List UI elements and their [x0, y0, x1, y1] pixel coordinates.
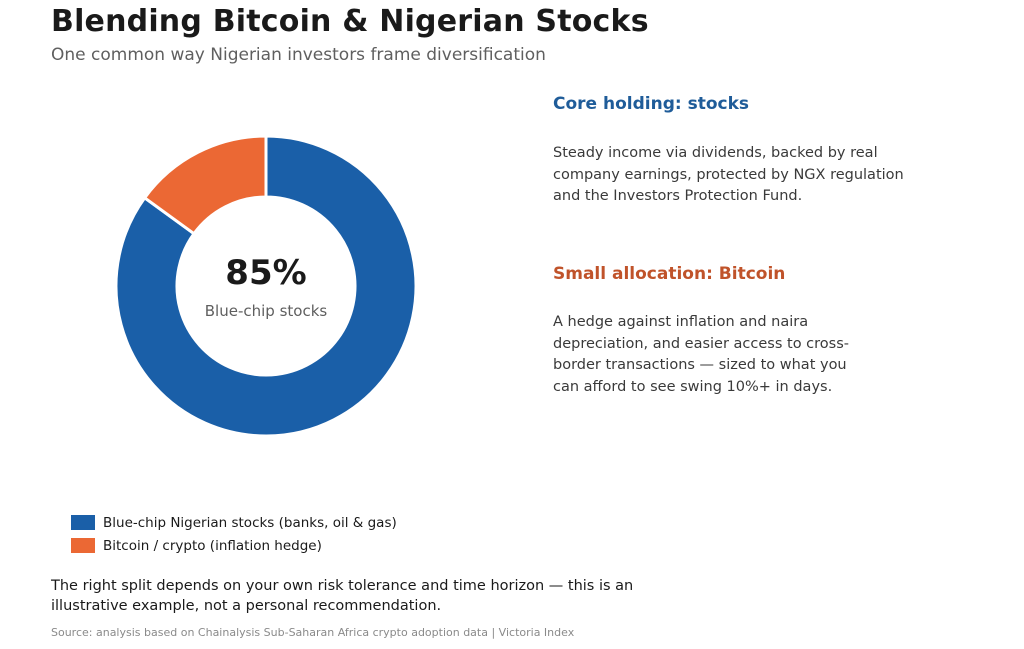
donut-chart: 85% Blue-chip stocks: [114, 134, 418, 438]
donut-center-value: 85%: [225, 253, 306, 293]
legend-label-bitcoin: Bitcoin / crypto (inflation hedge): [103, 537, 322, 554]
donut-slice-bitcoin: [142, 134, 268, 236]
legend-swatch-bitcoin: [71, 538, 95, 553]
donut-center-label: Blue-chip stocks: [205, 302, 328, 320]
source-credit: Source: analysis based on Chainalysis Su…: [51, 626, 575, 639]
bitcoin-allocation-text: A hedge against inflation and naira depr…: [553, 314, 850, 395]
donut-slice-stocks: [114, 134, 418, 438]
legend-swatch-stocks: [71, 515, 95, 530]
chart-legend: Blue-chip Nigerian stocks (banks, oil & …: [71, 511, 397, 557]
legend-label-stocks: Blue-chip Nigerian stocks (banks, oil & …: [103, 514, 397, 531]
chart-title: Blending Bitcoin & Nigerian Stocks: [51, 4, 649, 39]
bitcoin-allocation-heading: Small allocation: Bitcoin: [553, 264, 786, 284]
legend-item-stocks: Blue-chip Nigerian stocks (banks, oil & …: [71, 511, 397, 534]
legend-item-bitcoin: Bitcoin / crypto (inflation hedge): [71, 534, 397, 557]
chart-subtitle: One common way Nigerian investors frame …: [51, 45, 546, 65]
disclaimer-note: The right split depends on your own risk…: [51, 578, 634, 614]
core-holding-text: Steady income via dividends, backed by r…: [553, 145, 904, 204]
core-holding-heading: Core holding: stocks: [553, 94, 750, 114]
